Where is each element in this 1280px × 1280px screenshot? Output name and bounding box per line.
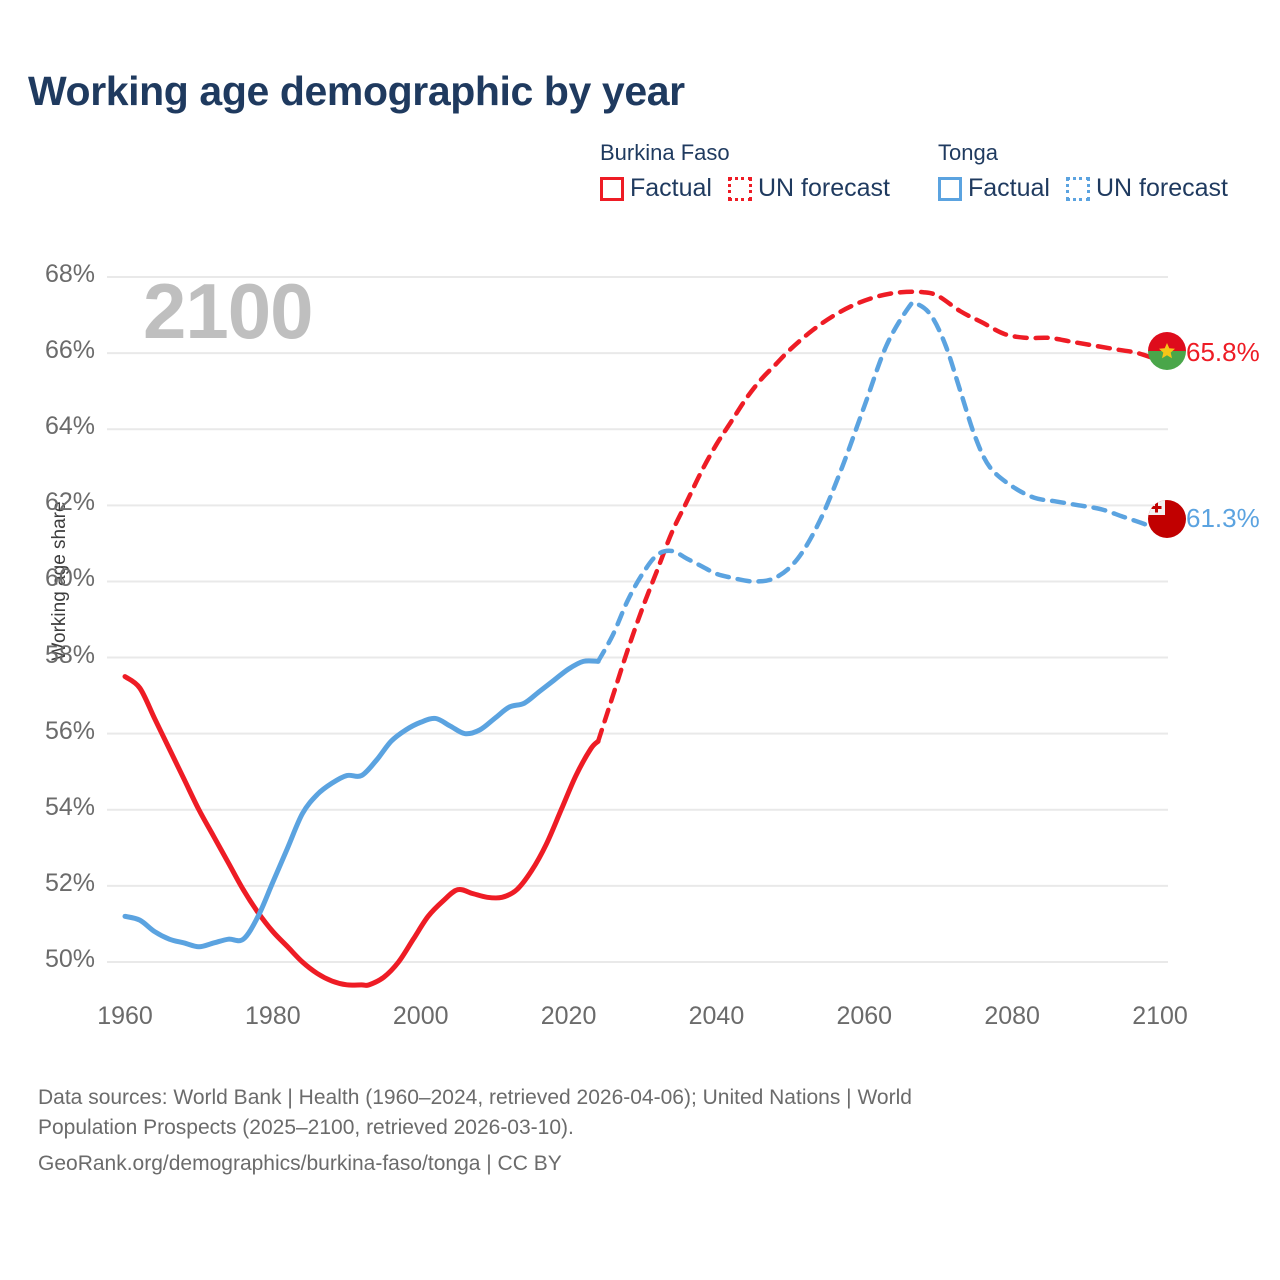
page-title: Working age demographic by year [28,68,685,114]
legend-entry-label: Factual [630,174,712,202]
legend-swatch-solid-icon [600,176,624,201]
line-tonga-factual [122,658,601,950]
y-tick-label: 56% [44,716,95,745]
footer-line-1: Data sources: World Bank | Health (1960–… [38,1086,912,1109]
y-tick-label: 68% [44,260,95,288]
line-burkina-faso-factual [122,674,601,988]
legend-country-label: Tonga [938,140,998,165]
x-tick-label: 2040 [688,1002,745,1030]
y-tick-label: 64% [44,412,95,441]
x-tick-label: 2060 [836,1002,893,1030]
legend-swatch-dotted-icon [1065,176,1090,201]
series-lines [122,289,1163,988]
legend-item-burkina-faso-factual[interactable]: Factual [600,176,712,201]
y-tick-label: 62% [44,488,95,517]
x-tick-label: 2000 [392,1002,449,1030]
line-tonga-forecast [595,300,1163,664]
legend-group-burkina-faso: Burkina Faso Factual UN forecast [600,142,890,201]
x-tick-label: 2020 [540,1002,597,1030]
end-label-tonga: 61.3% [1186,503,1260,533]
legend-item-burkina-faso-forecast[interactable]: UN forecast [727,174,890,202]
legend-swatch-solid-icon [938,176,962,201]
gridlines [107,276,1168,963]
legend-item-tonga-forecast[interactable]: UN forecast [1065,174,1228,202]
chart-legend: Burkina Faso Factual UN forecast Tonga F… [600,142,1260,222]
x-tick-label: 1980 [245,1002,301,1030]
legend-swatch-dotted-icon [727,176,752,201]
y-tick-label: 66% [44,336,95,365]
legend-entry-label: UN forecast [1095,174,1228,202]
y-tick-label: 60% [44,564,95,593]
legend-country-label: Burkina Faso [600,140,730,165]
y-tick-label: 52% [44,868,95,897]
y-tick-label: 54% [44,792,95,821]
footer-line-3: GeoRank.org/demographics/burkina-faso/to… [38,1151,562,1175]
x-tick-label: 2080 [984,1002,1040,1030]
legend-entry-label: UN forecast [757,174,890,202]
y-tick-label: 50% [44,945,95,973]
legend-group-tonga: Tonga Factual UN forecast [938,142,1228,201]
footer-sources: Data sources: World Bank | Health (1960–… [38,1083,1168,1178]
end-label-burkina-faso: 65.8% [1186,337,1260,367]
x-tick-label: 1960 [97,1002,153,1030]
year-watermark: 2100 [143,267,314,355]
flag-tonga-icon [1148,500,1186,538]
legend-entry-label: Factual [968,174,1050,202]
legend-item-tonga-factual[interactable]: Factual [938,176,1050,201]
flag-burkina-faso-icon [1148,332,1186,370]
x-tick-label: 2100 [1132,1002,1188,1030]
y-tick-label: 58% [44,640,95,669]
footer-line-2: Population Prospects (2025–2100, retriev… [38,1115,574,1139]
line-burkina-faso-forecast [595,289,1163,744]
